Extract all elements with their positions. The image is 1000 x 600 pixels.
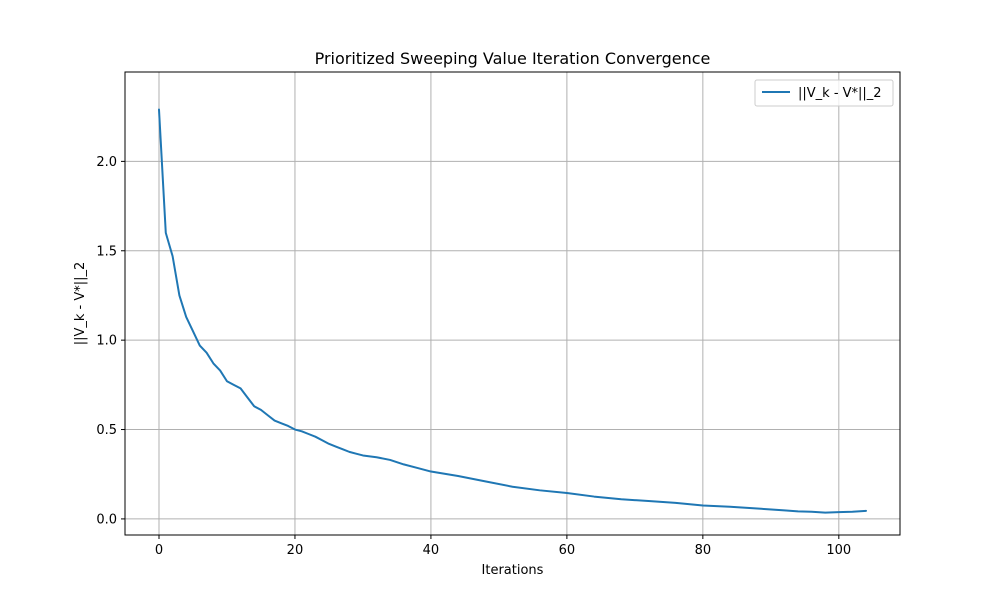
plot-frame xyxy=(124,71,901,536)
y-tick-label: 1.0 xyxy=(96,334,117,349)
x-tick-label: 60 xyxy=(559,543,576,558)
x-tick-label: 20 xyxy=(287,543,304,558)
series-layer xyxy=(157,108,868,514)
y-axis: 0.0 0.5 1.0 1.5 2.0 xyxy=(96,155,125,527)
y-tick-label: 0.0 xyxy=(96,512,117,527)
series-line xyxy=(157,108,868,514)
y-tick-label: 2.0 xyxy=(96,155,117,170)
y-tick-label: 1.5 xyxy=(96,244,117,259)
legend-box xyxy=(754,79,894,107)
y-axis-label: ||V_k - V*||_2 xyxy=(73,262,88,346)
x-axis: 0 20 40 60 80 100 xyxy=(155,535,851,558)
x-axis-label: Iterations xyxy=(482,563,544,578)
chart-title: Prioritized Sweeping Value Iteration Con… xyxy=(315,49,711,68)
x-tick-label: 0 xyxy=(155,543,163,558)
grid xyxy=(125,72,900,535)
x-tick-label: 100 xyxy=(826,543,851,558)
x-tick-label: 40 xyxy=(423,543,440,558)
plot-background xyxy=(125,72,900,535)
y-tick-label: 0.5 xyxy=(96,423,117,438)
legend-label: ||V_k - V*||_2 xyxy=(798,86,882,101)
legend: ||V_k - V*||_2 xyxy=(754,79,894,107)
x-tick-label: 80 xyxy=(695,543,712,558)
